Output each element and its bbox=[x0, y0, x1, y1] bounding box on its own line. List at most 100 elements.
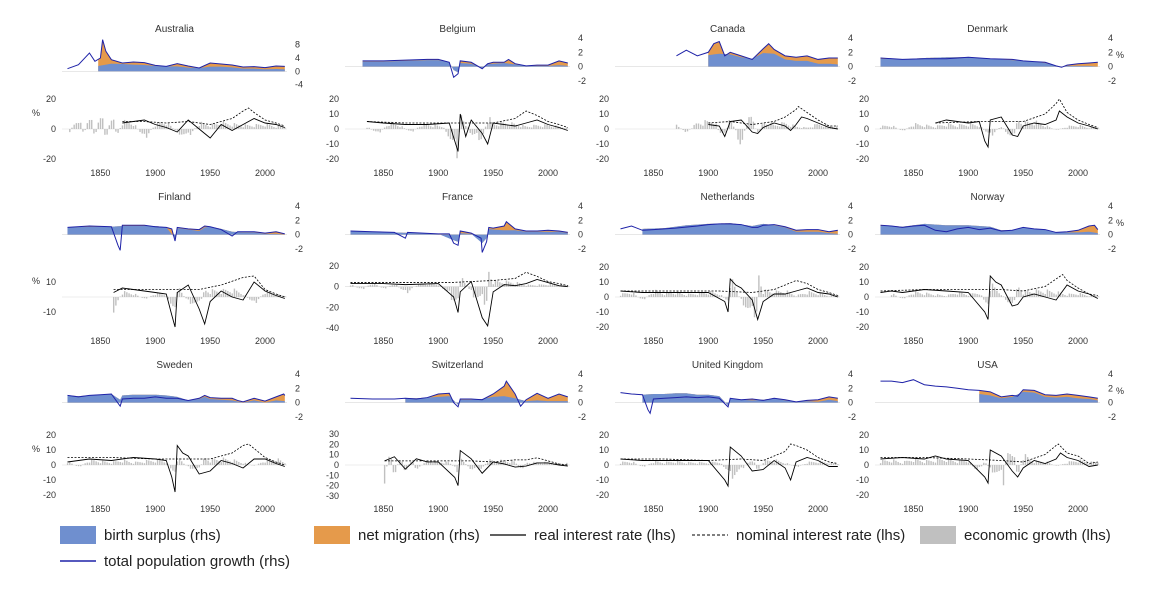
econ-growth-bar bbox=[266, 458, 269, 465]
econ-growth-bar bbox=[974, 125, 976, 129]
econ-growth-bar bbox=[557, 463, 559, 465]
econ-growth-bar bbox=[1024, 454, 1027, 465]
econ-growth-bar bbox=[449, 129, 452, 140]
econ-growth-bar bbox=[714, 293, 716, 297]
econ-growth-bar bbox=[150, 295, 152, 297]
econ-growth-bar bbox=[1066, 295, 1068, 297]
lhs-tick-label: 20 bbox=[599, 262, 609, 272]
econ-growth-bar bbox=[741, 129, 744, 140]
econ-growth-bar bbox=[947, 457, 950, 465]
econ-growth-bar bbox=[123, 459, 126, 465]
lhs-tick-label: 10 bbox=[859, 109, 869, 119]
econ-growth-bar bbox=[1097, 462, 1099, 465]
econ-growth-bar bbox=[727, 297, 729, 301]
econ-growth-bar bbox=[284, 127, 286, 129]
econ-growth-bar bbox=[704, 120, 706, 129]
econ-growth-bar bbox=[264, 126, 266, 129]
econ-growth-bar bbox=[453, 286, 455, 301]
econ-growth-bar bbox=[950, 124, 952, 129]
econ-growth-bar bbox=[1033, 463, 1035, 465]
econ-growth-bar bbox=[1031, 461, 1033, 465]
econ-growth-bar bbox=[220, 462, 222, 465]
econ-growth-bar bbox=[165, 295, 168, 297]
econ-growth-bar bbox=[730, 120, 733, 129]
econ-growth-bar bbox=[392, 123, 395, 129]
econ-growth-bar bbox=[1057, 465, 1060, 466]
econ-growth-bar bbox=[117, 461, 119, 465]
econ-growth-bar bbox=[454, 465, 456, 467]
econ-growth-bar bbox=[108, 463, 110, 465]
econ-growth-bar bbox=[928, 293, 930, 297]
econ-growth-bar bbox=[244, 462, 247, 465]
econ-growth-bar bbox=[958, 124, 961, 129]
econ-growth-bar bbox=[117, 129, 119, 133]
econ-growth-bar bbox=[460, 114, 463, 129]
econ-growth-bar bbox=[456, 465, 458, 473]
econ-growth-bar bbox=[705, 463, 707, 465]
econ-growth-bar bbox=[537, 125, 539, 129]
econ-growth-bar bbox=[82, 464, 84, 465]
econ-growth-bar bbox=[1068, 461, 1071, 465]
x-tick-label: 2000 bbox=[808, 336, 828, 346]
lhs-tick-label: 20 bbox=[859, 262, 869, 272]
econ-growth-bar bbox=[819, 292, 822, 297]
econ-growth-bar bbox=[1053, 293, 1055, 297]
econ-growth-bar bbox=[712, 461, 714, 465]
econ-growth-bar bbox=[701, 462, 703, 465]
econ-growth-bar bbox=[216, 460, 218, 465]
x-tick-label: 1850 bbox=[373, 504, 393, 514]
econ-growth-bar bbox=[1064, 294, 1066, 297]
econ-growth-bar bbox=[1073, 461, 1075, 465]
legend-swatch-net-migration bbox=[314, 526, 350, 544]
econ-growth-bar bbox=[112, 297, 115, 313]
econ-growth-bar bbox=[912, 126, 915, 129]
x-tick-label: 1900 bbox=[428, 168, 448, 178]
econ-growth-bar bbox=[352, 284, 354, 287]
x-tick-label: 1950 bbox=[200, 504, 220, 514]
net-migration-area bbox=[98, 39, 285, 72]
x-tick-label: 1900 bbox=[145, 504, 165, 514]
lhs-tick-label: 0 bbox=[334, 460, 339, 470]
lhs-tick-label: -10 bbox=[326, 139, 339, 149]
real-interest-rate-line bbox=[935, 110, 1098, 149]
rhs-tick-label: -2 bbox=[295, 244, 303, 254]
econ-growth-bar bbox=[172, 297, 174, 307]
econ-growth-bar bbox=[253, 465, 255, 466]
econ-growth-bar bbox=[1090, 295, 1093, 297]
econ-growth-bar bbox=[908, 127, 910, 129]
rhs-tick-label: -2 bbox=[1108, 244, 1116, 254]
econ-growth-bar bbox=[242, 463, 244, 465]
econ-growth-bar bbox=[897, 461, 899, 465]
x-tick-label: 1950 bbox=[483, 168, 503, 178]
econ-growth-bar bbox=[1059, 292, 1062, 297]
econ-growth-bar bbox=[161, 461, 163, 465]
econ-growth-bar bbox=[249, 297, 251, 300]
econ-growth-bar bbox=[692, 462, 694, 465]
econ-growth-bar bbox=[923, 463, 926, 465]
econ-growth-bar bbox=[152, 295, 154, 297]
econ-growth-bar bbox=[121, 462, 124, 465]
econ-growth-bar bbox=[99, 118, 102, 129]
econ-growth-bar bbox=[174, 129, 176, 131]
econ-growth-bar bbox=[978, 294, 981, 297]
econ-growth-bar bbox=[707, 294, 710, 297]
econ-growth-bar bbox=[246, 297, 249, 298]
econ-growth-bar bbox=[921, 294, 923, 297]
econ-growth-bar bbox=[641, 297, 644, 299]
econ-growth-bar bbox=[1024, 290, 1027, 297]
x-tick-label: 1900 bbox=[145, 336, 165, 346]
econ-growth-bar bbox=[766, 290, 769, 297]
total-population-growth-line bbox=[67, 393, 286, 408]
econ-growth-bar bbox=[930, 461, 932, 465]
econ-growth-bar bbox=[750, 116, 752, 129]
econ-growth-bar bbox=[925, 292, 928, 297]
econ-growth-bar bbox=[720, 463, 723, 465]
econ-growth-bar bbox=[558, 285, 560, 287]
econ-growth-bar bbox=[460, 458, 463, 465]
econ-growth-bar bbox=[771, 461, 773, 465]
econ-growth-bar bbox=[976, 126, 978, 129]
econ-growth-bar bbox=[724, 129, 726, 133]
econ-growth-bar bbox=[200, 297, 203, 299]
econ-growth-bar bbox=[1046, 461, 1049, 465]
econ-growth-bar bbox=[626, 293, 628, 297]
